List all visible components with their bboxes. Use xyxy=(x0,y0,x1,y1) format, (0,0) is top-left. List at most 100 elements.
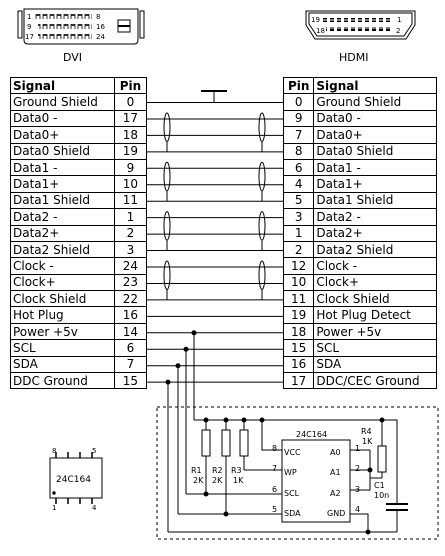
dvi-pin: 9 xyxy=(113,158,148,177)
hdmi-row: 12 Clock - xyxy=(282,257,437,275)
hdmi-pin-label-2: 2 xyxy=(396,27,400,35)
hdmi-pin-label-1: 1 xyxy=(397,16,401,24)
dvi-pin: 15 xyxy=(113,372,148,390)
hdmi-signal: Data2 - xyxy=(313,208,437,226)
c1-ref: C1 xyxy=(374,481,385,490)
dvi-table-header: Signal Pin xyxy=(10,76,148,95)
hdmi-pin: 9 xyxy=(282,109,315,128)
hdmi-row: 11 Clock Shield xyxy=(282,290,437,308)
hdmi-row: 5 Data1 Shield xyxy=(282,191,437,210)
hdmi-signal: Clock - xyxy=(313,257,437,275)
ic-pin-num-8: 8 xyxy=(272,444,277,453)
hdmi-row: 8 Data0 Shield xyxy=(282,142,437,160)
dvi-row: Data2 Shield 3 xyxy=(10,240,148,259)
hdmi-pin-label-19: 19 xyxy=(311,16,320,24)
hdmi-signal: Clock+ xyxy=(313,273,437,292)
dvi-pin-label-24: 24 xyxy=(96,33,105,41)
ic-pin-num-2: 2 xyxy=(355,464,360,473)
dvi-signal: Data2 - xyxy=(10,208,115,226)
resistor-r2 xyxy=(221,429,231,457)
c1-value: 10n xyxy=(374,491,389,500)
dvi-pin: 24 xyxy=(113,257,148,275)
dvi-row: Clock Shield 22 xyxy=(10,290,148,308)
dvi-pin-label-8: 8 xyxy=(96,13,100,21)
junction-dot xyxy=(203,491,209,497)
ic-pin-wp: WP xyxy=(284,468,297,477)
hdmi-signal: Data1+ xyxy=(313,175,437,193)
dvi-signal: DDC Ground xyxy=(10,372,115,390)
junction-dot xyxy=(203,417,209,423)
hdmi-row: 16 SDA xyxy=(282,355,437,374)
dvi-pin: 14 xyxy=(113,322,148,341)
ic-pin-a2: A2 xyxy=(330,489,341,498)
eeprom-ic-name: 24C164 xyxy=(296,430,327,439)
hdmi-row: 2 Data2 Shield xyxy=(282,240,437,259)
ic-pin-a1: A1 xyxy=(330,468,341,477)
dvi-pin-label-16: 16 xyxy=(96,23,105,31)
hdmi-row: 7 Data0+ xyxy=(282,126,437,144)
dvi-title: DVI xyxy=(63,51,83,64)
twisted-pair-marker xyxy=(163,112,171,142)
hdmi-pin: 18 xyxy=(282,322,315,341)
hdmi-row: 1 Data2+ xyxy=(282,224,437,242)
dvi-connector-face xyxy=(17,8,145,45)
package-name: 24C164 xyxy=(56,475,91,485)
hdmi-signal: SCL xyxy=(313,339,437,357)
dvi-signal: Data2+ xyxy=(10,224,115,242)
hdmi-pin: 19 xyxy=(282,306,315,324)
ic-pin-num-3: 3 xyxy=(355,485,360,494)
r1-ref: R1 xyxy=(191,466,202,475)
dvi-signal: Hot Plug xyxy=(10,306,115,324)
dvi-pin: 2 xyxy=(113,224,148,242)
dvi-row: Data2 -1 xyxy=(10,208,148,226)
ic-pin-a0: A0 xyxy=(330,448,341,457)
hdmi-signal: DDC/CEC Ground xyxy=(313,372,437,390)
hdmi-row: 0 Ground Shield xyxy=(282,93,437,111)
dvi-pin: 23 xyxy=(113,273,148,292)
pin-wires xyxy=(147,102,283,385)
dvi-row: Data0+ 18 xyxy=(10,126,148,144)
gnd-pin xyxy=(350,513,369,532)
hdmi-pin: 10 xyxy=(282,273,315,292)
twisted-pair-marker xyxy=(258,211,266,241)
junction-dot xyxy=(259,417,265,423)
dvi-pin: 1 xyxy=(113,208,148,226)
dvi-signal: Data1 Shield xyxy=(10,191,115,210)
dvi-row: Data1+ 10 xyxy=(10,175,148,193)
ground-symbol xyxy=(201,90,227,102)
dvi-signal: Data0 Shield xyxy=(10,142,115,160)
resistor-r4 xyxy=(377,445,387,473)
twisted-pair-marker xyxy=(163,260,171,290)
hdmi-row: 10 Clock+ xyxy=(282,273,437,292)
hdmi-pin-row-top xyxy=(322,18,392,22)
hdmi-pin-table: Pin Signal 0 Ground Shield 9 Data0 -7 Data0+… xyxy=(282,76,437,390)
dvi-row: SCL 6 xyxy=(10,339,148,357)
dvi-row: Data2+ 2 xyxy=(10,224,148,242)
dvi-row: Clock+ 23 xyxy=(10,273,148,292)
hdmi-pin-row-bottom xyxy=(326,27,392,31)
junction-dot xyxy=(241,417,247,423)
ic-pin-num-6: 6 xyxy=(272,485,277,494)
hdmi-connector-face xyxy=(305,10,416,40)
hdmi-signal: Hot Plug Detect xyxy=(313,306,437,324)
hdmi-signal: Ground Shield xyxy=(313,93,437,111)
dvi-row: DDC Ground 15 xyxy=(10,372,148,390)
dvi-pin: 22 xyxy=(113,290,148,308)
hdmi-signal: Data1 - xyxy=(313,158,437,177)
dvi-signal: Ground Shield xyxy=(10,93,115,111)
package-pin-4: 4 xyxy=(92,504,97,512)
dvi-row: Clock -24 xyxy=(10,257,148,275)
dvi-pin: 3 xyxy=(113,240,148,259)
eeprom-ic-body xyxy=(281,439,351,523)
hdmi-pin: 4 xyxy=(282,175,315,193)
r1-value: 2K xyxy=(193,476,204,485)
twisted-pair-marker xyxy=(258,161,266,192)
dvi-header-pin: Pin xyxy=(113,76,148,95)
hdmi-signal: Power +5v xyxy=(313,322,437,341)
r4-ref: R4 xyxy=(361,427,372,436)
hdmi-signal: Data0 - xyxy=(313,109,437,128)
r4-value: 1K xyxy=(362,437,373,446)
dvi-pin-label-1: 1 xyxy=(27,13,31,21)
ic-pin-num-4: 4 xyxy=(355,505,360,514)
